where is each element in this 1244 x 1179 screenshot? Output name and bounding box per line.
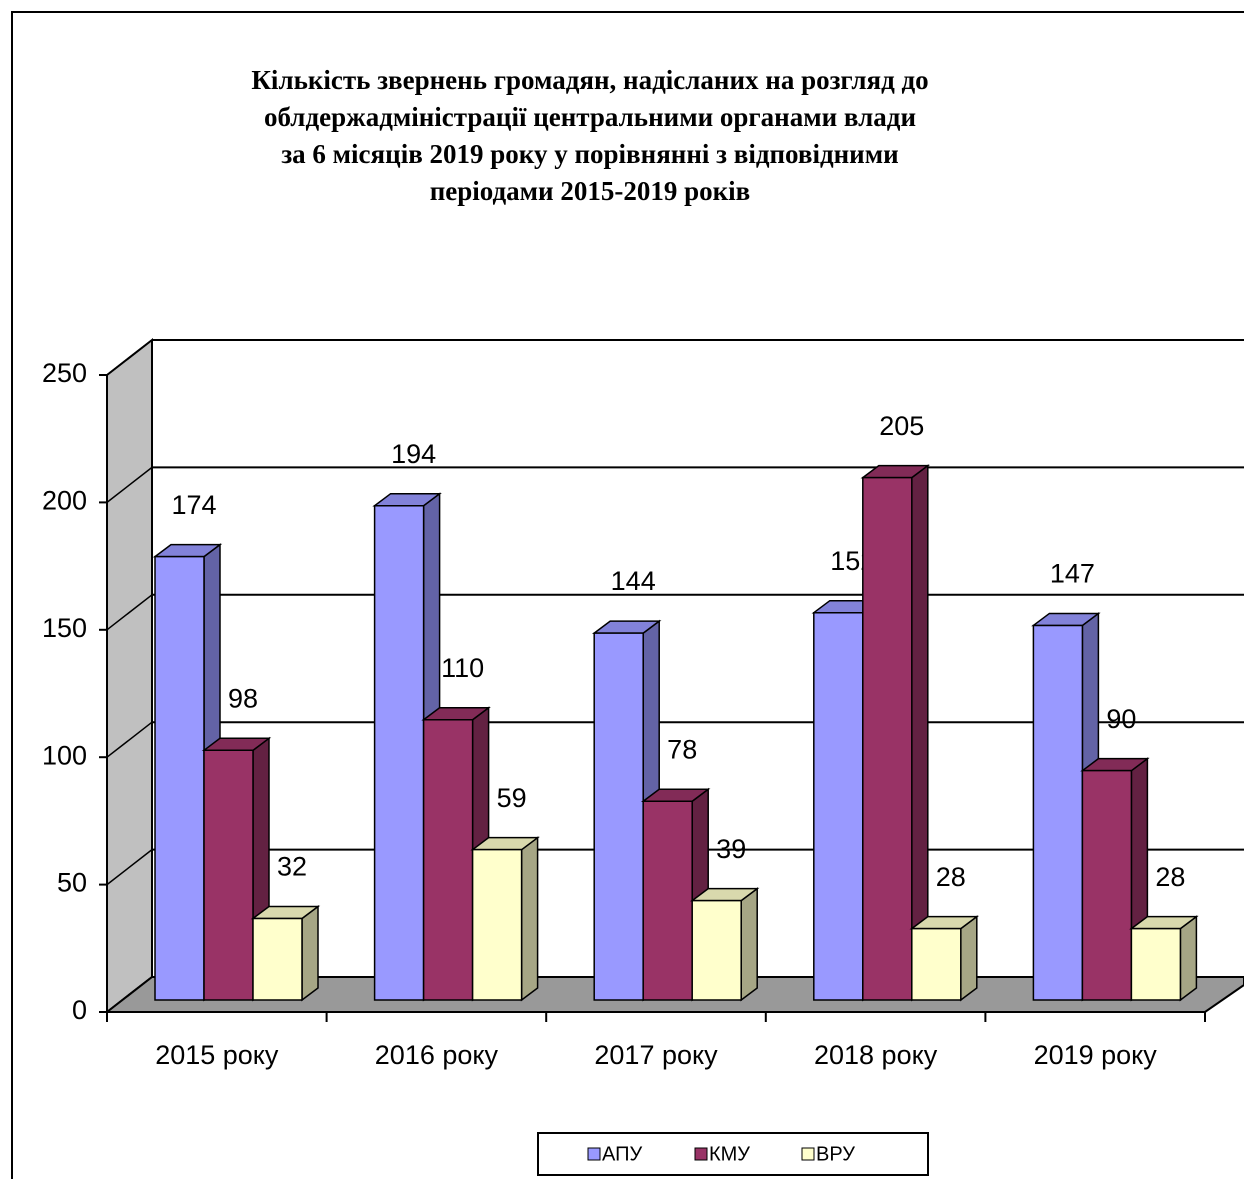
chart-title: періодами 2015-2019 років xyxy=(430,176,751,206)
grid-line xyxy=(106,849,153,886)
value-label: 144 xyxy=(611,566,656,596)
value-label: 59 xyxy=(497,783,527,813)
bar xyxy=(470,836,540,1002)
legend-label: КМУ xyxy=(709,1143,750,1165)
value-label: 78 xyxy=(667,734,697,764)
y-tick-label: 0 xyxy=(72,995,87,1025)
grid-line xyxy=(106,594,153,631)
y-tick-label: 250 xyxy=(42,358,87,388)
grid-line xyxy=(106,339,153,376)
grid-line xyxy=(106,466,153,503)
value-label: 90 xyxy=(1106,704,1136,734)
bar-face xyxy=(691,899,742,1001)
bar-face xyxy=(252,917,303,1001)
bar-face xyxy=(593,632,644,1001)
y-tick-label: 200 xyxy=(42,486,87,516)
frame xyxy=(11,11,1244,1179)
value-label: 32 xyxy=(277,852,307,882)
grid-line xyxy=(106,976,153,1013)
value-label: 174 xyxy=(171,490,216,520)
bar-face xyxy=(740,887,758,1002)
legend-swatch xyxy=(694,1147,708,1161)
value-label: 39 xyxy=(716,834,746,864)
x-tick-label: 2016 року xyxy=(375,1040,499,1070)
bar-face xyxy=(1081,769,1133,1001)
bar-face xyxy=(960,915,978,1002)
side-wall xyxy=(106,337,153,1015)
bar-face xyxy=(471,848,523,1001)
legend-label: АПУ xyxy=(602,1143,642,1165)
value-label: 194 xyxy=(391,439,436,469)
y-tick-label: 50 xyxy=(57,868,87,898)
bar-face xyxy=(1179,915,1198,1002)
bar xyxy=(689,887,760,1002)
bar-face xyxy=(301,904,319,1002)
bar-face xyxy=(1032,624,1084,1001)
x-tick-label: 2017 року xyxy=(594,1040,718,1070)
value-label: 98 xyxy=(228,683,258,713)
grid-line xyxy=(106,721,153,758)
bar-face xyxy=(1130,927,1182,1001)
x-tick-label: 2019 року xyxy=(1034,1040,1158,1070)
bar xyxy=(250,904,321,1002)
bar xyxy=(1129,915,1199,1002)
chart-title: за 6 місяців 2019 року у порівнянні з ві… xyxy=(281,139,898,169)
y-tick-label: 150 xyxy=(42,613,87,643)
value-label: 28 xyxy=(936,862,966,892)
x-tick-label: 2018 року xyxy=(814,1040,938,1070)
bar-face xyxy=(422,718,474,1001)
legend-swatch xyxy=(801,1147,815,1161)
chart-title: облдержадміністрації центральними органа… xyxy=(264,102,916,132)
x-tick-label: 2015 року xyxy=(155,1040,279,1070)
legend-box xyxy=(537,1132,929,1176)
value-label: 205 xyxy=(879,411,924,441)
legend-label: ВРУ xyxy=(816,1143,855,1165)
bar xyxy=(860,464,931,1002)
bar-face xyxy=(862,476,913,1001)
bar-face xyxy=(911,927,962,1001)
value-label: 110 xyxy=(441,653,484,683)
chart-title: Кількість звернень громадян, надісланих … xyxy=(251,65,928,95)
y-tick-label: 100 xyxy=(42,740,87,770)
bar-face xyxy=(813,611,864,1001)
bar-face xyxy=(373,504,425,1001)
bar xyxy=(909,915,980,1002)
bar-face xyxy=(203,749,254,1001)
bar-face xyxy=(520,836,539,1002)
legend-swatch xyxy=(587,1147,601,1161)
bar-face xyxy=(642,800,693,1001)
value-label: 147 xyxy=(1050,559,1095,589)
bar-face xyxy=(154,555,205,1001)
value-label: 28 xyxy=(1155,862,1185,892)
